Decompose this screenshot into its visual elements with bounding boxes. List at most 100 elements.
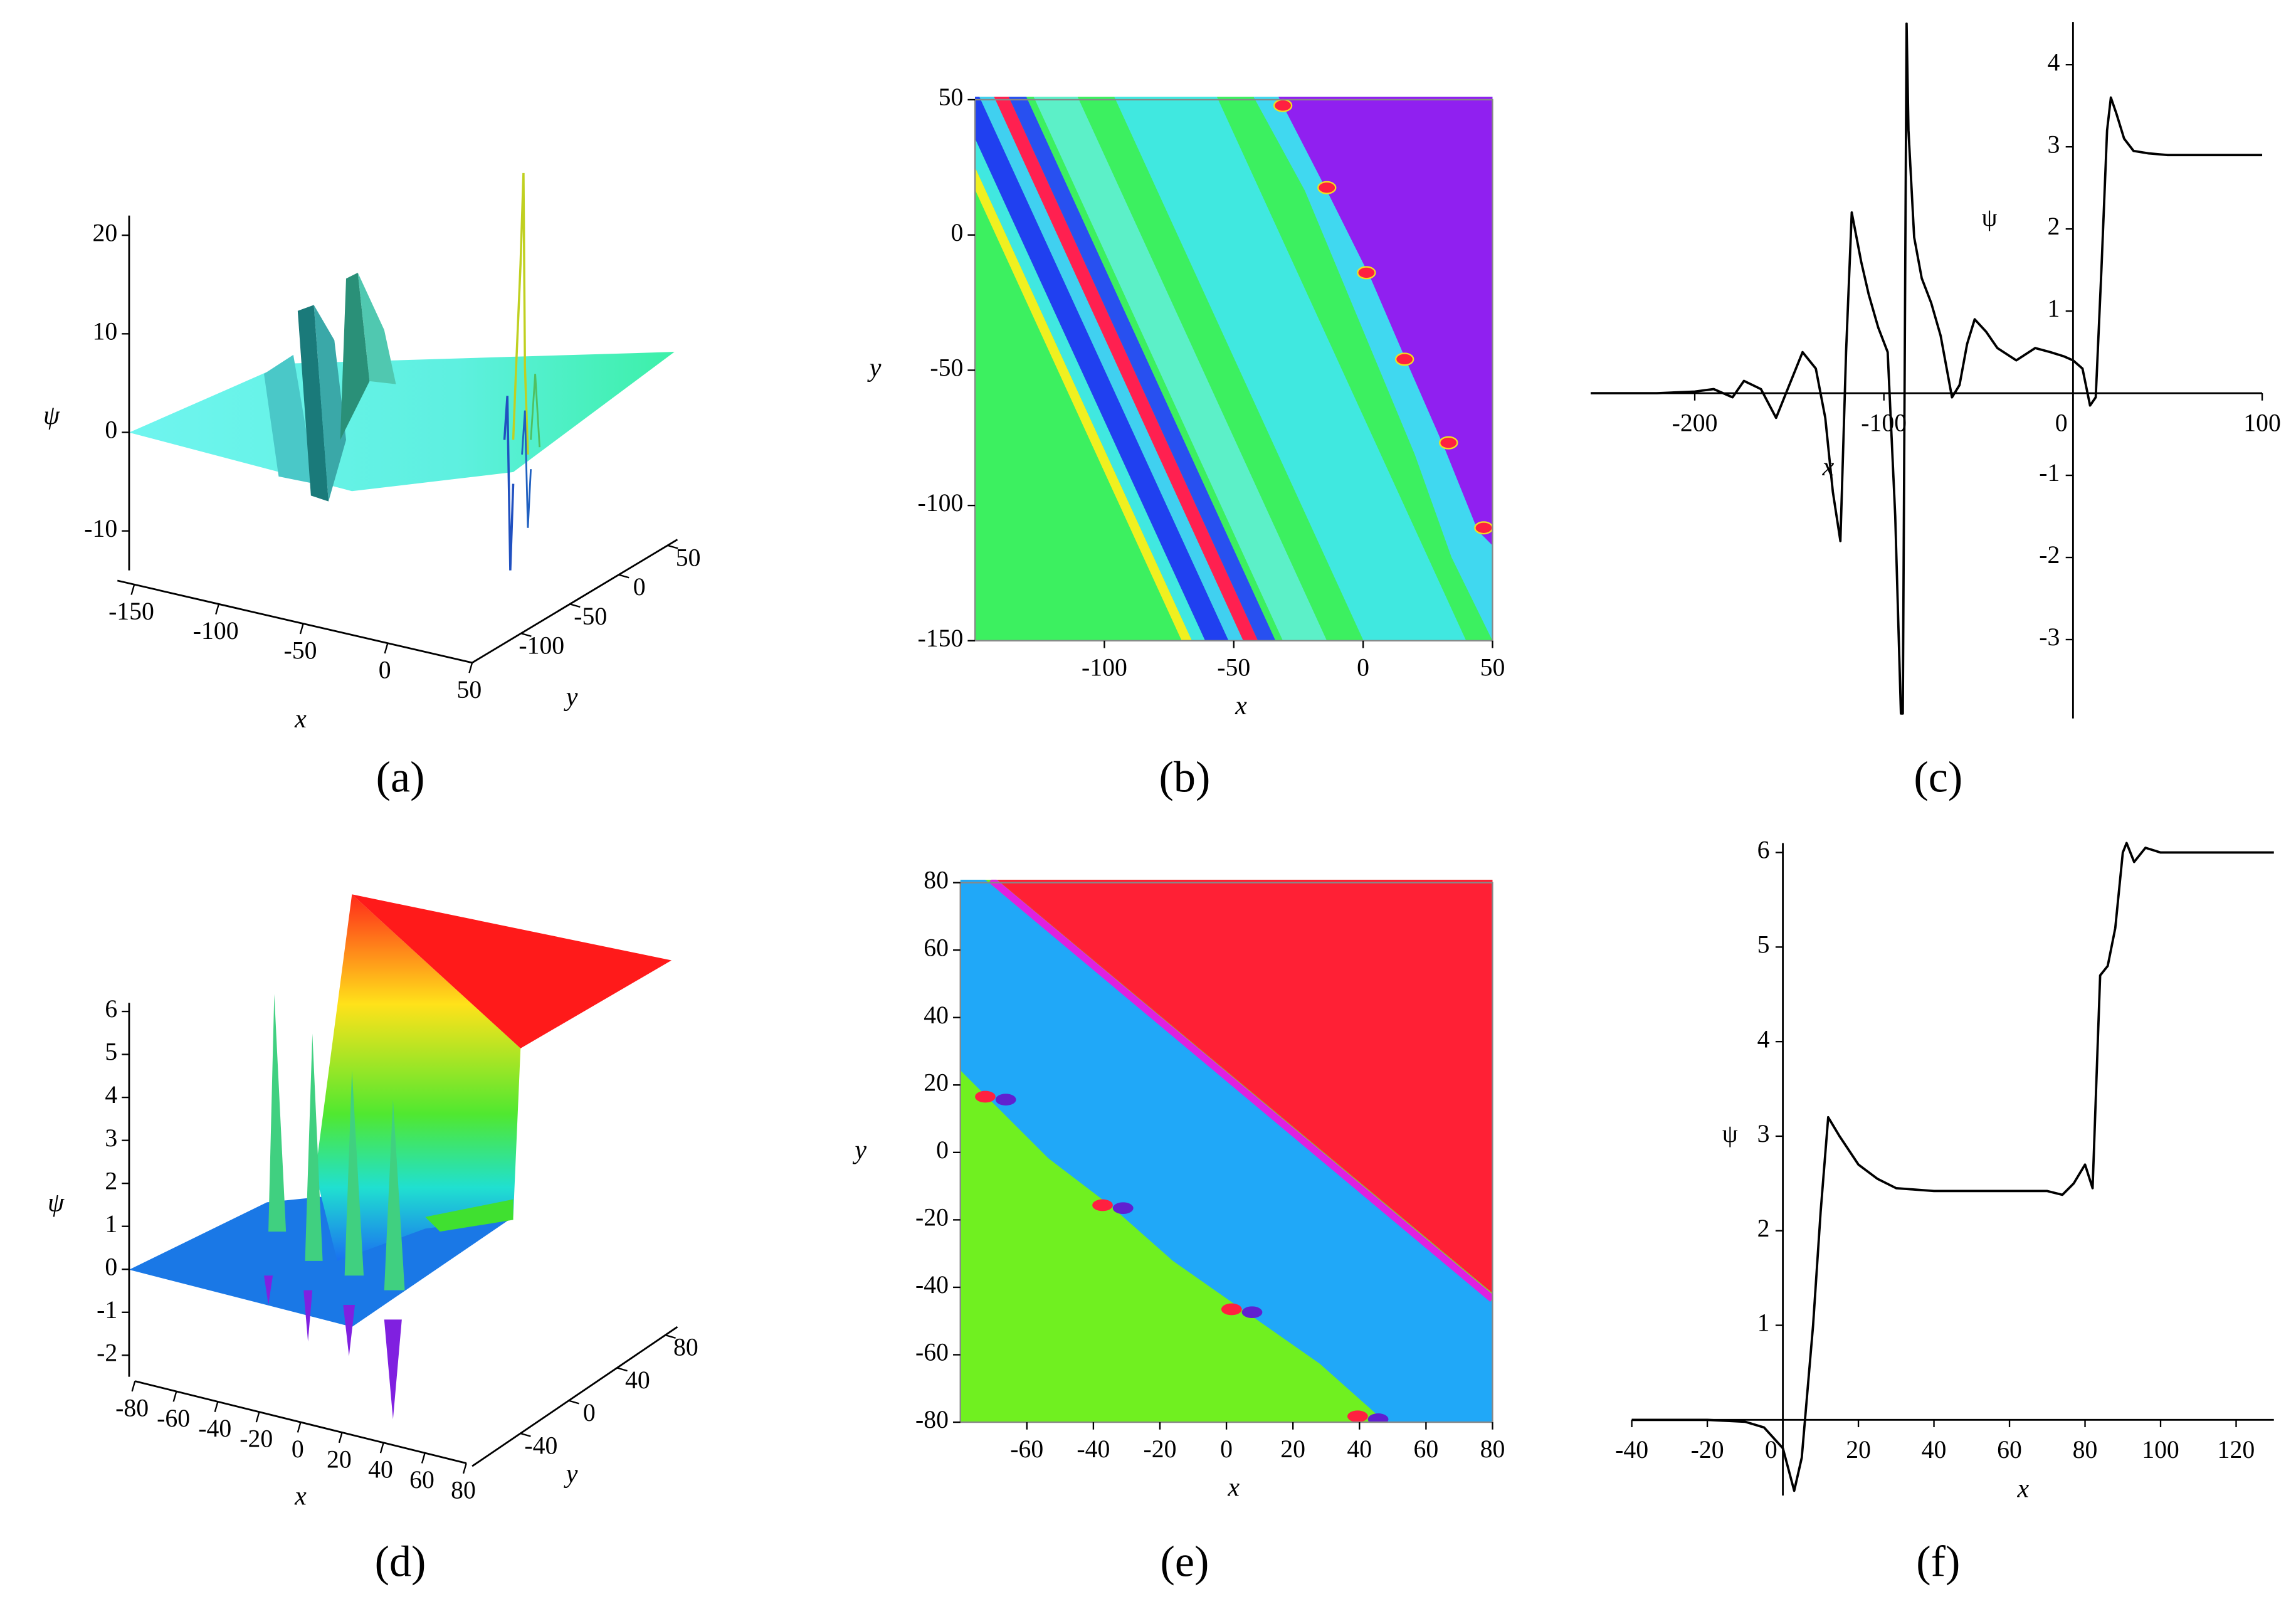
x-axis-label: x: [294, 1482, 307, 1511]
y-axis-label: y: [852, 1136, 866, 1164]
y-tick-label: 0: [951, 219, 964, 246]
x-tick-label: 0: [2055, 409, 2068, 437]
y-tick: [568, 1400, 579, 1405]
x-tick-label: 0: [1220, 1435, 1233, 1463]
y-axis-label: ψ: [1982, 204, 1998, 231]
x-tick-label: -200: [1672, 409, 1718, 437]
x-tick-label: 80: [451, 1476, 476, 1504]
x-tick: [172, 1391, 177, 1402]
density-e: [960, 879, 1493, 1423]
x-tick-label: -100: [1861, 409, 1907, 437]
y-tick-label: 60: [924, 934, 949, 961]
y-tick-label: 2: [2047, 213, 2060, 240]
panel-label: (b): [1159, 752, 1211, 801]
x-tick: [468, 662, 473, 673]
x-tick-label: -20: [240, 1425, 273, 1453]
y-tick-label: 50: [676, 544, 701, 571]
y-tick-label: -20: [915, 1204, 949, 1232]
x-tick-label: 20: [1846, 1436, 1871, 1464]
y-tick-label: -60: [915, 1339, 949, 1366]
x-tick-label: 60: [1414, 1435, 1439, 1463]
y-tick-label: -1: [2039, 459, 2060, 487]
y-tick-label: 1: [2047, 295, 2060, 322]
x-tick-label: -20: [1144, 1435, 1177, 1463]
z-axis-label: ψ: [43, 401, 60, 430]
x-tick: [379, 1442, 384, 1454]
y-tick-label: -2: [2039, 541, 2060, 569]
x-tick: [130, 584, 135, 595]
x-tick: [131, 1381, 136, 1392]
y-tick-label: 1: [1757, 1309, 1770, 1337]
y-tick-label: 6: [1757, 836, 1770, 864]
surface-a: [129, 172, 675, 571]
x-tick-label: 20: [1280, 1435, 1305, 1463]
x-tick: [384, 643, 389, 654]
y-tick: [569, 603, 581, 608]
x-tick-label: 120: [2218, 1436, 2255, 1464]
y-axis: [471, 539, 678, 664]
panel-label: (f): [1916, 1537, 1960, 1586]
y-tick-label: -40: [915, 1271, 949, 1299]
y-tick-label: -40: [524, 1432, 557, 1459]
y-tick-label: 0: [633, 573, 646, 601]
y-axis: [471, 1326, 678, 1467]
y-tick-label: 0: [936, 1136, 949, 1164]
y-tick-label: -100: [918, 489, 964, 517]
x-tick-label: -50: [283, 636, 317, 664]
panel-label: (c): [1914, 752, 1962, 801]
y-axis-label: ψ: [1722, 1120, 1738, 1148]
x-tick-label: -40: [1615, 1436, 1648, 1464]
x-tick-label: 80: [2073, 1436, 2098, 1464]
x-tick-label: -50: [1217, 654, 1250, 682]
y-tick: [665, 1334, 676, 1339]
z-axis-label: ψ: [48, 1189, 65, 1218]
y-tick-label: -50: [574, 603, 607, 630]
x-tick-label: 50: [457, 676, 482, 704]
x-tick-label: 100: [2142, 1436, 2179, 1464]
z-tick-label: 4: [105, 1081, 117, 1109]
x-tick: [297, 1422, 302, 1433]
x-tick-label: 100: [2243, 409, 2281, 437]
x-tick-label: 40: [368, 1456, 393, 1484]
x-tick-label: -150: [108, 598, 154, 625]
z-tick-label: 3: [105, 1124, 117, 1152]
x-tick-label: -20: [1691, 1436, 1724, 1464]
x-tick-label: 0: [1357, 654, 1369, 682]
curve: [1631, 842, 2274, 1492]
x-tick-label: -100: [193, 617, 239, 645]
x-tick: [255, 1411, 260, 1423]
x-tick-label: -40: [1077, 1435, 1110, 1463]
x-axis: [117, 579, 473, 664]
y-tick-label: -50: [930, 354, 963, 382]
y-tick-label: -3: [2039, 623, 2060, 651]
y-tick-label: 4: [2047, 48, 2060, 76]
x-tick-label: 0: [292, 1435, 304, 1463]
y-tick: [616, 1367, 628, 1372]
z-tick-label: 10: [93, 317, 118, 345]
x-tick-label: -100: [1082, 654, 1127, 682]
y-tick-label: 40: [924, 1001, 949, 1029]
y-tick-label: 0: [583, 1399, 596, 1427]
y-tick-label: 3: [2047, 130, 2060, 158]
y-tick-label: 20: [924, 1068, 949, 1096]
y-tick-label: 50: [939, 83, 964, 111]
y-axis-label: y: [867, 354, 882, 383]
x-tick: [462, 1463, 467, 1474]
surface-d: [129, 894, 672, 1420]
curve: [1591, 22, 2263, 715]
panel-label: (a): [376, 752, 425, 801]
x-tick-label: 60: [409, 1466, 434, 1494]
panel-label: (d): [375, 1537, 426, 1586]
y-tick: [618, 574, 629, 579]
x-tick-label: 60: [1997, 1436, 2022, 1464]
z-tick-label: 5: [105, 1038, 117, 1066]
x-tick-label: 40: [1922, 1436, 1947, 1464]
y-tick-label: 80: [924, 867, 949, 894]
y-tick-label: -100: [519, 632, 564, 660]
y-axis-label: y: [564, 683, 578, 712]
z-tick-label: 2: [105, 1167, 117, 1195]
z-tick-label: 0: [105, 416, 117, 444]
z-tick-label: -1: [97, 1296, 117, 1324]
y-tick-label: 3: [1757, 1120, 1770, 1148]
